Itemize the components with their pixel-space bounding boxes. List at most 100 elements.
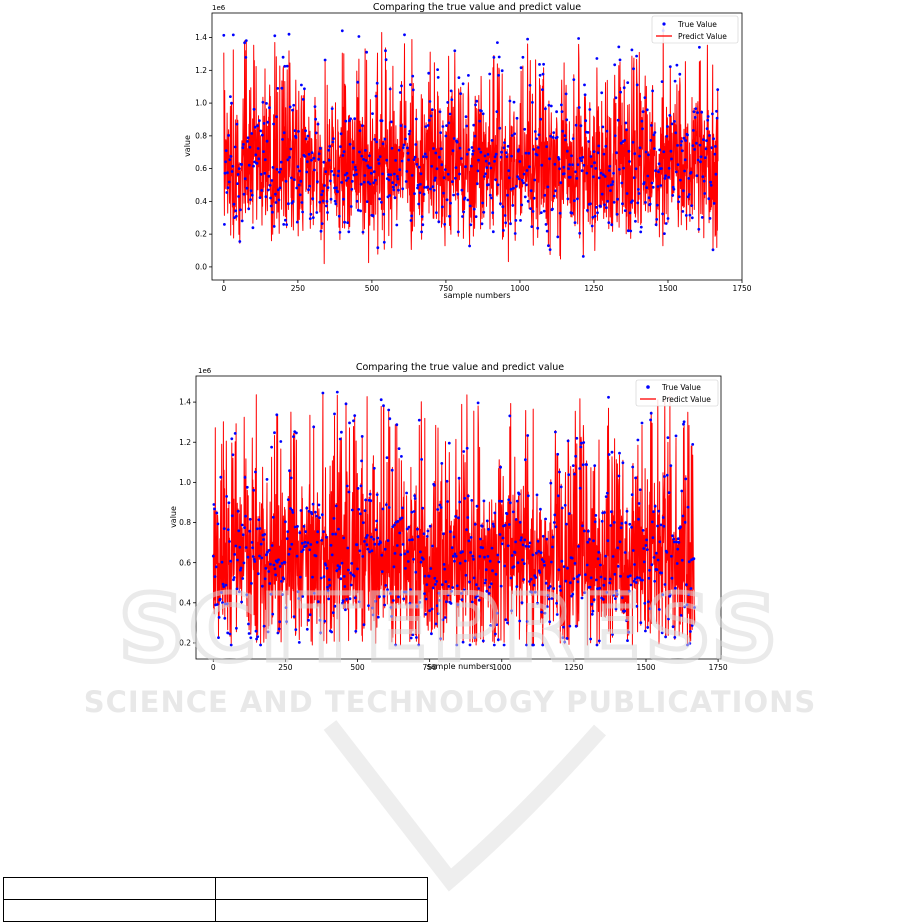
- true-value-point: [430, 164, 434, 168]
- true-value-point: [322, 530, 325, 534]
- true-value-point: [529, 207, 532, 211]
- true-value-point: [371, 613, 375, 617]
- true-value-point: [272, 122, 275, 126]
- true-value-point: [411, 74, 415, 78]
- true-value-point: [221, 601, 224, 604]
- true-value-point: [564, 92, 568, 96]
- true-value-point: [563, 134, 567, 138]
- true-value-point: [585, 563, 589, 567]
- true-value-point: [428, 609, 432, 613]
- true-value-point: [506, 144, 510, 148]
- true-value-point: [349, 583, 353, 587]
- true-value-point: [299, 509, 303, 512]
- true-value-point: [678, 72, 682, 76]
- true-value-point: [487, 183, 490, 187]
- true-value-point: [401, 506, 404, 510]
- true-value-point: [272, 225, 276, 228]
- true-value-point: [500, 542, 504, 546]
- true-value-point: [323, 619, 327, 623]
- true-value-point: [507, 169, 511, 173]
- true-value-point: [371, 112, 374, 115]
- true-value-point: [589, 202, 592, 206]
- true-value-point: [391, 599, 395, 602]
- true-value-point: [264, 195, 268, 199]
- true-value-point: [364, 159, 368, 162]
- true-value-point: [683, 605, 687, 609]
- x-tick-label: 750: [439, 284, 454, 293]
- true-value-point: [407, 132, 411, 136]
- true-value-point: [634, 476, 637, 480]
- true-value-point: [486, 555, 490, 558]
- true-value-point: [498, 126, 502, 130]
- true-value-point: [414, 143, 418, 146]
- true-value-point: [230, 437, 234, 441]
- true-value-point: [608, 577, 612, 581]
- true-value-point: [365, 534, 369, 537]
- true-value-point: [483, 581, 487, 585]
- true-value-point: [659, 523, 663, 527]
- true-value-point: [305, 160, 309, 164]
- true-value-point: [445, 124, 448, 127]
- true-value-point: [504, 221, 508, 225]
- true-value-point: [661, 516, 665, 519]
- true-value-point: [638, 576, 642, 580]
- true-value-point: [542, 62, 545, 66]
- true-value-point: [227, 501, 231, 505]
- true-value-point: [611, 555, 615, 558]
- true-value-point: [475, 583, 478, 586]
- true-value-point: [690, 216, 694, 220]
- true-value-point: [691, 443, 695, 446]
- true-value-point: [284, 520, 287, 524]
- true-value-point: [500, 499, 504, 503]
- true-value-point: [250, 132, 254, 135]
- true-value-point: [674, 170, 678, 174]
- true-value-point: [682, 189, 685, 193]
- true-value-point: [684, 139, 688, 142]
- true-value-point: [486, 153, 490, 156]
- true-value-point: [270, 179, 274, 182]
- true-value-point: [679, 143, 683, 147]
- true-value-point: [304, 137, 308, 141]
- true-value-point: [269, 592, 273, 596]
- true-value-point: [634, 219, 637, 223]
- true-value-point: [420, 458, 423, 461]
- true-value-point: [699, 160, 702, 164]
- true-value-point: [401, 187, 405, 191]
- true-value-point: [557, 157, 561, 161]
- true-value-point: [447, 585, 451, 588]
- true-value-point: [229, 95, 232, 98]
- true-value-point: [473, 522, 477, 526]
- x-tick-label: 1000: [492, 663, 511, 672]
- true-value-point: [336, 190, 339, 194]
- true-value-point: [507, 498, 511, 502]
- true-value-point: [310, 158, 313, 162]
- true-value-point: [416, 535, 420, 539]
- true-value-point: [409, 636, 413, 640]
- true-value-point: [272, 563, 276, 567]
- true-value-point: [585, 171, 589, 175]
- true-value-point: [281, 593, 284, 596]
- true-value-point: [380, 553, 384, 557]
- y-tick-label: 0.8: [179, 518, 191, 527]
- true-value-point: [363, 174, 367, 177]
- true-value-point: [292, 615, 296, 618]
- true-value-point: [480, 222, 484, 226]
- true-value-point: [571, 464, 575, 467]
- true-value-point: [258, 196, 262, 200]
- true-value-point: [381, 172, 384, 176]
- true-value-point: [273, 567, 277, 571]
- true-value-point: [277, 558, 280, 562]
- true-value-point: [473, 134, 477, 138]
- true-value-point: [327, 597, 331, 601]
- true-value-point: [384, 58, 388, 62]
- true-value-point: [522, 172, 526, 176]
- true-value-point: [461, 215, 464, 218]
- true-value-point: [446, 593, 450, 597]
- true-value-point: [227, 134, 231, 137]
- true-value-point: [514, 219, 518, 222]
- true-value-point: [565, 118, 569, 122]
- true-value-point: [573, 472, 576, 476]
- true-value-point: [675, 63, 679, 67]
- true-value-point: [677, 195, 681, 199]
- true-value-point: [539, 507, 542, 511]
